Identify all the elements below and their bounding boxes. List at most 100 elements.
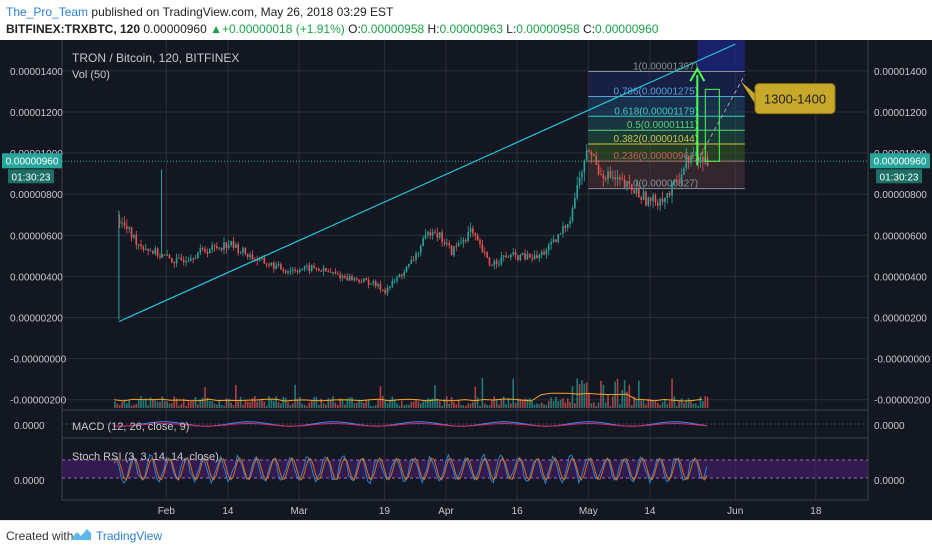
price-candle [355, 278, 358, 280]
footer: Created with TradingView [0, 520, 932, 551]
volume-bar [225, 398, 228, 408]
volume-bar [303, 404, 306, 408]
price-candle [261, 257, 263, 259]
x-tick-label: May [579, 506, 598, 517]
volume-bar [429, 398, 432, 408]
volume-bar [403, 405, 405, 408]
volume-bar [405, 404, 408, 408]
volume-bar [166, 401, 168, 408]
volume-bar [384, 400, 386, 408]
target-arrow-icon [689, 66, 706, 82]
volume-bar [706, 396, 709, 408]
price-badge-text-left: 0.00000960 [6, 156, 59, 167]
volume-bar [585, 382, 588, 408]
price-candle [652, 195, 654, 202]
volume-bar [291, 403, 294, 408]
price-candle [576, 185, 579, 199]
price-candle [645, 191, 647, 206]
price-candle [201, 248, 204, 250]
price-candle [168, 254, 171, 259]
volume-bar [531, 401, 533, 408]
author-link[interactable]: The_Pro_Team [6, 5, 89, 19]
price-candle [152, 250, 154, 254]
price-candle [382, 289, 384, 291]
price-candle [389, 286, 391, 288]
volume-bar [277, 402, 280, 408]
price-candle [431, 231, 434, 236]
price-candle [327, 271, 330, 273]
price-candle [633, 190, 635, 194]
macd-signal-line [114, 423, 707, 427]
y-tick-left: 0.00001200 [10, 108, 63, 119]
y-tick-left: -0.00000200 [10, 396, 67, 407]
price-candle [472, 228, 474, 234]
chart-area[interactable]: 1(0.00001397) 0.786(0.00001275) 0.618(0.00… [0, 40, 932, 520]
price-candle [621, 179, 624, 181]
volume-bar [469, 403, 472, 408]
volume-bar [410, 401, 413, 408]
price-candle [398, 274, 401, 278]
volume-bar [220, 404, 223, 408]
volume-bar [351, 397, 353, 408]
volume-bar [638, 380, 640, 408]
volume-bar [505, 404, 507, 408]
axes: 0.00001400 0.00001400 0.00001200 0.00001200… [2, 51, 931, 517]
volume-bar [251, 398, 254, 408]
price-candle [664, 197, 666, 203]
price-candle [647, 197, 650, 206]
trx-btc-chart[interactable]: 1(0.00001397) 0.786(0.00001275) 0.618(0.00… [0, 40, 932, 520]
volume-bar [199, 399, 202, 408]
price-candle [322, 267, 325, 272]
price-candle [533, 255, 536, 260]
volume-bar [254, 396, 256, 408]
price-candle [351, 275, 353, 281]
close-label: C: [583, 22, 596, 36]
volume-bar [194, 397, 197, 408]
price-candle [438, 232, 441, 238]
price-candle [301, 269, 304, 271]
volume-bar [536, 403, 538, 408]
price-candle [614, 177, 616, 180]
volume-bar [671, 378, 673, 408]
chart-header: The_Pro_Team published on TradingView.co… [0, 0, 932, 40]
price-candle [412, 259, 415, 261]
volume-bar [187, 401, 190, 408]
volume-bar [607, 394, 609, 408]
tradingview-brand-link[interactable]: TradingView [96, 529, 163, 543]
price-candle [265, 263, 268, 265]
volume-bar [386, 402, 389, 408]
volume-bar [704, 396, 707, 408]
price-candle [216, 246, 218, 249]
price-candle [135, 234, 138, 245]
price-candle [654, 195, 657, 203]
volume-bar [365, 400, 368, 408]
price-candle [635, 188, 638, 194]
price-candle [284, 270, 287, 273]
price-candle [495, 260, 498, 265]
price-candle [211, 245, 213, 250]
price-candle [251, 254, 254, 260]
volume-bar [576, 378, 579, 408]
price-candle [673, 180, 676, 184]
fib-level-label: 1(0.00001397) [633, 61, 698, 72]
price-candle [619, 177, 621, 180]
volume-bar [201, 397, 204, 408]
ohlc-line: BITFINEX:TRXBTC, 120 0.00000960 ▲+0.0000… [6, 22, 658, 36]
price-candle [550, 241, 552, 245]
price-candle [419, 246, 422, 253]
volume-bar [190, 401, 192, 408]
price-candle [246, 253, 249, 258]
price-candle [377, 284, 379, 287]
callout-box [754, 83, 836, 115]
price-candle [294, 269, 296, 271]
volume-bar [123, 399, 126, 408]
volume-bar [450, 396, 453, 408]
volume-bar [313, 397, 315, 408]
macd-label: MACD (12, 26, close, 9) [72, 421, 189, 433]
volume-bar [126, 403, 128, 408]
price-candle [455, 246, 458, 248]
price-badge-text-right: 0.00000960 [874, 156, 927, 167]
price-candle [344, 275, 346, 278]
volume-bar [163, 401, 166, 408]
price-candle [597, 164, 600, 175]
